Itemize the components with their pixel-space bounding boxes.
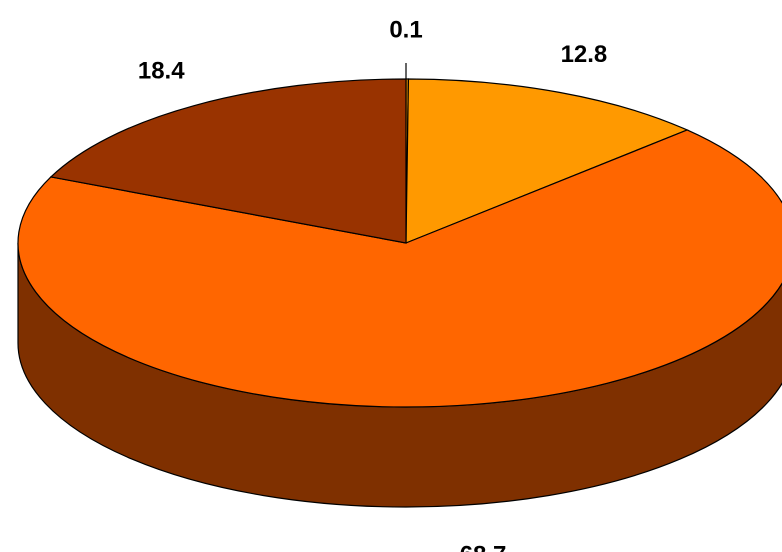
pie-slice-3 [49, 78, 407, 244]
data-labels: 0.1 12.8 68.7 18.4 [138, 16, 607, 552]
pie-slices [17, 78, 782, 408]
pie-slice-1 [405, 78, 689, 244]
data-label-2: 68.7 [460, 541, 507, 552]
data-label-1: 12.8 [561, 41, 608, 68]
data-label-3: 18.4 [138, 57, 185, 84]
pie-slice-2 [17, 129, 782, 408]
data-label-0: 0.1 [389, 16, 422, 43]
